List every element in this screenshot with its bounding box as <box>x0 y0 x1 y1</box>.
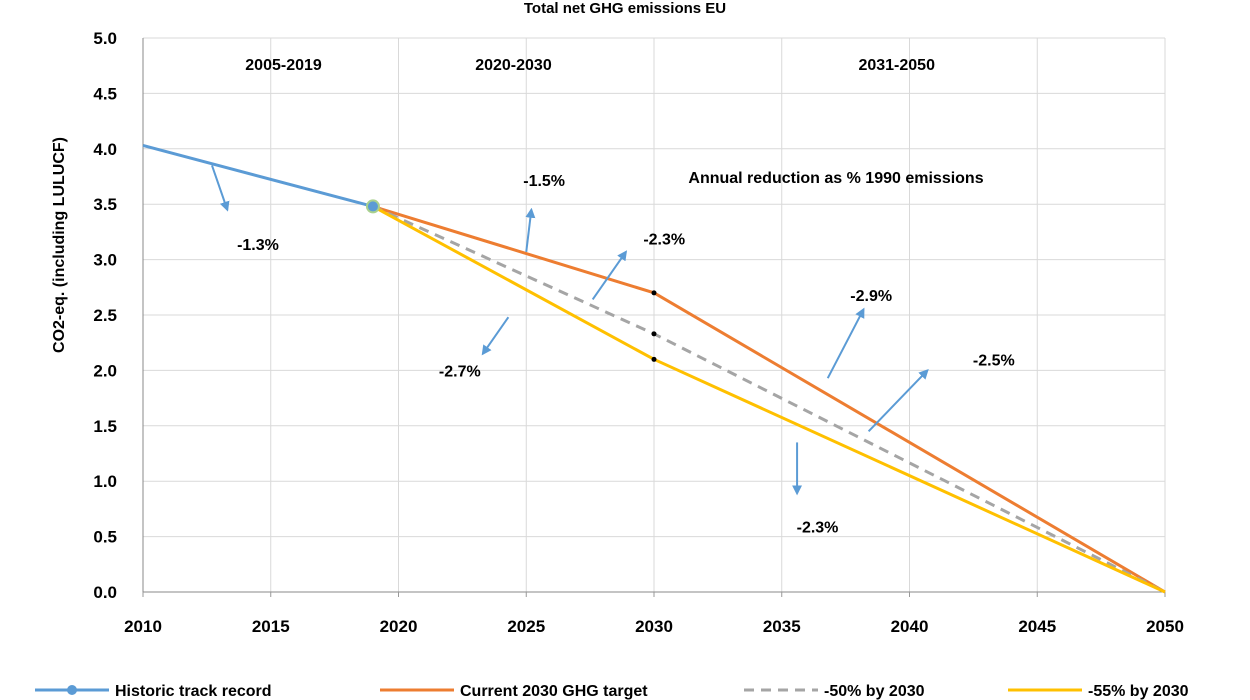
annotation-label: -1.3% <box>237 237 279 254</box>
legend-label: -55% by 2030 <box>1088 683 1189 700</box>
annotation-arrow <box>867 368 929 433</box>
reduction-note: Annual reduction as % 1990 emissions <box>688 170 983 187</box>
legend-marker <box>67 685 77 695</box>
y-tick-label: 0.0 <box>93 583 117 602</box>
legend-label: Historic track record <box>115 683 272 700</box>
series-line <box>372 204 1166 594</box>
x-axis-ticks: 2010 2015 2020 2025 2030 2035 2040 2045 2050 <box>124 592 1184 636</box>
annotation-label: -2.5% <box>973 352 1015 369</box>
y-tick-label: 3.0 <box>93 251 117 270</box>
x-tick-label: 2045 <box>1018 617 1056 636</box>
y-tick-label: 1.5 <box>93 417 117 436</box>
y-tick-label: 4.0 <box>93 140 117 159</box>
series-line <box>142 144 374 208</box>
annotation-arrow <box>525 207 536 252</box>
chart-title: Total net GHG emissions EU <box>524 0 726 17</box>
y-tick-label: 4.5 <box>93 84 117 103</box>
x-tick-label: 2025 <box>507 617 545 636</box>
series-line <box>372 205 1166 594</box>
annotations: -1.3% -1.5% -2.3% -2.7% -2.9% -2.5% -2.3% <box>211 165 1015 537</box>
y-tick-label: 5.0 <box>93 29 117 48</box>
annotation-label: -2.7% <box>439 363 481 380</box>
gridlines <box>142 37 1166 593</box>
y-tick-label: 0.5 <box>93 528 117 547</box>
x-tick-label: 2030 <box>635 617 673 636</box>
x-tick-label: 2040 <box>891 617 929 636</box>
legend: Historic track record Current 2030 GHG ta… <box>35 683 1189 700</box>
annotation-arrow <box>591 250 628 301</box>
annotation-label: -2.3% <box>797 520 839 537</box>
y-axis-label: CO2-eq. (including LULUCF) <box>51 137 68 353</box>
period-label: 2020-2030 <box>475 57 552 74</box>
x-tick-label: 2020 <box>380 617 418 636</box>
x-tick-label: 2050 <box>1146 617 1184 636</box>
period-label: 2005-2019 <box>245 57 322 74</box>
point-2030 <box>651 356 657 362</box>
series-lines <box>142 144 1166 594</box>
period-labels: 2005-2019 2020-2030 2031-2050 <box>245 57 935 74</box>
y-axis-ticks: 0.0 0.5 1.0 1.5 2.0 2.5 3.0 3.5 4.0 4.5 5.0 <box>93 29 117 602</box>
y-tick-label: 3.5 <box>93 195 117 214</box>
point-2030 <box>651 290 657 296</box>
annotation-label: -1.5% <box>523 173 565 190</box>
annotation-label: -2.9% <box>850 288 892 305</box>
historic-marker <box>365 199 380 214</box>
y-tick-label: 1.0 <box>93 472 117 491</box>
y-tick-label: 2.0 <box>93 361 117 380</box>
y-tick-label: 2.5 <box>93 306 117 325</box>
annotation-arrow <box>826 307 865 379</box>
legend-label: -50% by 2030 <box>824 683 925 700</box>
period-label: 2031-2050 <box>858 57 935 74</box>
annotation-label: -2.3% <box>643 232 685 249</box>
legend-label: Current 2030 GHG target <box>460 683 648 700</box>
annotation-arrow <box>211 165 230 212</box>
x-tick-label: 2010 <box>124 617 162 636</box>
annotation-arrow <box>481 316 510 356</box>
series-line <box>372 205 1166 594</box>
x-tick-label: 2035 <box>763 617 801 636</box>
point-2030 <box>651 331 657 337</box>
x-tick-label: 2015 <box>252 617 290 636</box>
